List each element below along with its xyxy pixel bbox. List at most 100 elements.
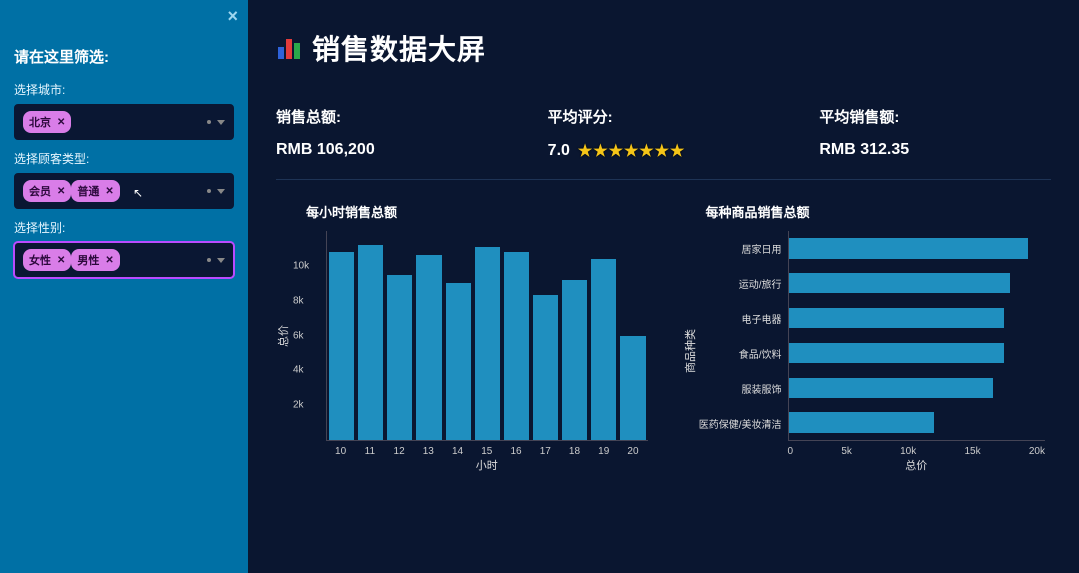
- filter-label-customer-type: 选择顾客类型:: [14, 150, 234, 167]
- tag-remove-icon[interactable]: ✕: [57, 117, 65, 128]
- x-tick: 20k: [1029, 446, 1045, 457]
- kpi-avg-sale: 平均销售额: RMB 312.35: [819, 106, 1051, 161]
- filter-tag[interactable]: 女性 ✕: [23, 249, 71, 271]
- tag-label: 会员: [29, 183, 51, 199]
- star-icon: ★: [624, 141, 638, 161]
- tag-label: 女性: [29, 252, 51, 268]
- bar: [789, 238, 1028, 258]
- x-axis-label: 小时: [326, 457, 648, 473]
- clear-icon[interactable]: [207, 189, 211, 193]
- chart-title: 每种商品销售总额: [706, 202, 1052, 221]
- kpi-label: 平均销售额:: [819, 106, 1051, 127]
- chevron-down-icon[interactable]: [217, 189, 225, 194]
- star-icon: ★: [670, 141, 684, 161]
- category-label: 医药保健/美妆清洁: [690, 406, 786, 441]
- multiselect-controls[interactable]: [207, 120, 225, 125]
- tag-remove-icon[interactable]: ✕: [105, 186, 113, 197]
- y-tick: 4k: [293, 365, 304, 376]
- bar: [329, 252, 354, 440]
- kpi-value: RMB 106,200: [276, 141, 508, 159]
- bar: [533, 295, 558, 440]
- x-tick: 15k: [965, 446, 981, 457]
- kpi-avg-rating: 平均评分: 7.0 ★★★★★★★: [548, 106, 780, 161]
- close-icon[interactable]: ×: [227, 6, 238, 27]
- x-tick: 10: [326, 446, 355, 457]
- bar-chart-icon: [276, 35, 302, 61]
- category-sales-chart: 每种商品销售总额 商品种类 居家日用运动/旅行电子电器食品/饮料服装服饰医药保健…: [676, 202, 1052, 471]
- x-tick: 14: [443, 446, 472, 457]
- bar: [789, 308, 1005, 328]
- kpi-value: 7.0 ★★★★★★★: [548, 141, 780, 161]
- filter-tag[interactable]: 北京✕: [23, 111, 71, 133]
- category-label: 电子电器: [690, 301, 786, 336]
- clear-icon[interactable]: [207, 120, 211, 124]
- x-tick: 13: [414, 446, 443, 457]
- y-axis-label: 总价: [275, 325, 291, 347]
- gender-multiselect[interactable]: 女性 ✕ 男性 ✕: [14, 242, 234, 278]
- bar-row: [789, 370, 1046, 405]
- bar: [789, 343, 1005, 363]
- chart-title: 每小时销售总额: [306, 202, 652, 221]
- tag-label: 男性: [77, 252, 99, 268]
- customer-type-multiselect[interactable]: 会员✕普通✕ ↖: [14, 173, 234, 209]
- bar: [591, 259, 616, 440]
- kpi-rating-number: 7.0: [548, 142, 570, 160]
- bar-row: [789, 231, 1046, 266]
- hbar-chart: 商品种类 居家日用运动/旅行电子电器食品/饮料服装服饰医药保健/美妆清洁 05k…: [676, 231, 1052, 471]
- category-label: 居家日用: [690, 231, 786, 266]
- vbar-chart: 总价 2k4k6k8k10k 1011121314151617181920 小时: [276, 231, 652, 471]
- bar: [416, 255, 441, 440]
- y-tick: 6k: [293, 330, 304, 341]
- x-tick: 10k: [900, 446, 916, 457]
- multiselect-controls[interactable]: [207, 258, 225, 263]
- star-icon: ★: [609, 141, 623, 161]
- x-tick: 12: [384, 446, 413, 457]
- tag-remove-icon[interactable]: ✕: [57, 186, 65, 197]
- star-icon: ★: [639, 141, 653, 161]
- kpi-label: 平均评分:: [548, 106, 780, 127]
- category-label: 服装服饰: [690, 371, 786, 406]
- chevron-down-icon[interactable]: [217, 120, 225, 125]
- tag-remove-icon[interactable]: ✕: [57, 255, 65, 266]
- filter-tag[interactable]: 会员 ✕: [23, 180, 71, 202]
- x-axis-label: 总价: [788, 457, 1046, 473]
- x-tick: 5k: [841, 446, 852, 457]
- bar: [504, 252, 529, 440]
- filter-tag[interactable]: 男性 ✕: [71, 249, 119, 271]
- bar: [387, 275, 412, 440]
- y-tick: 2k: [293, 400, 304, 411]
- star-icon: ★: [655, 141, 669, 161]
- x-tick: 11: [355, 446, 384, 457]
- main-content: 销售数据大屏 销售总额: RMB 106,200 平均评分: 7.0 ★★★★★…: [248, 0, 1079, 573]
- category-label: 食品/饮料: [690, 336, 786, 371]
- filter-tag[interactable]: 普通 ✕: [71, 180, 119, 202]
- page-title-row: 销售数据大屏: [276, 28, 1051, 68]
- kpi-total-sales: 销售总额: RMB 106,200: [276, 106, 508, 161]
- x-tick: 19: [589, 446, 618, 457]
- bar-row: [789, 335, 1046, 370]
- bar: [789, 378, 993, 398]
- bar: [620, 336, 645, 441]
- tag-remove-icon[interactable]: ✕: [105, 255, 113, 266]
- city-multiselect[interactable]: 北京✕: [14, 104, 234, 140]
- y-tick: 10k: [293, 260, 309, 271]
- y-tick: 8k: [293, 295, 304, 306]
- bar: [562, 280, 587, 440]
- filter-sidebar: × 请在这里筛选: 选择城市: 北京✕ 选择顾客类型: 会员✕普通✕ ↖ 选择性…: [0, 0, 248, 573]
- bar: [789, 412, 935, 432]
- kpi-value: RMB 312.35: [819, 141, 1051, 159]
- bar: [358, 245, 383, 440]
- bar: [446, 283, 471, 440]
- x-tick: 20: [618, 446, 647, 457]
- chart-plot-area: 2k4k6k8k10k: [326, 231, 648, 441]
- star-icon: ★: [593, 141, 607, 161]
- page-title: 销售数据大屏: [312, 28, 486, 68]
- multiselect-controls[interactable]: [207, 189, 225, 194]
- x-tick: 0: [788, 446, 794, 457]
- rating-stars: ★★★★★★★: [578, 141, 684, 161]
- clear-icon[interactable]: [207, 258, 211, 262]
- tag-label: 普通: [77, 183, 99, 199]
- filter-label-gender: 选择性别:: [14, 219, 234, 236]
- x-tick: 17: [531, 446, 560, 457]
- chevron-down-icon[interactable]: [217, 258, 225, 263]
